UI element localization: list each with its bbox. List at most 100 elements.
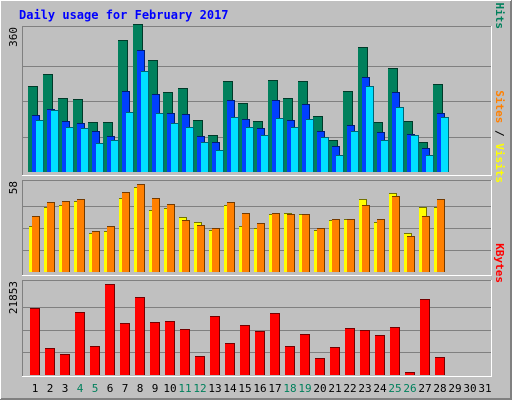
- bar-shadow-top: [270, 313, 280, 314]
- x-tick-label-day-15: 15: [238, 382, 251, 395]
- bar-shadow-top: [195, 356, 205, 357]
- bar-shadow-right: [178, 123, 179, 172]
- bar-fill: [437, 199, 445, 272]
- bar-fill: [180, 329, 190, 375]
- bar-shadow-top: [276, 118, 284, 119]
- x-tick-label-day-8: 8: [137, 382, 144, 395]
- x-tick-label-day-26: 26: [403, 382, 416, 395]
- bar-kbytes-day-25: [390, 327, 400, 375]
- bar-shadow-top: [390, 327, 400, 328]
- bar-shadow-right: [373, 86, 374, 172]
- bar-shadow-right: [163, 113, 164, 172]
- bar-shadow-top: [36, 120, 44, 121]
- bar-fill: [60, 354, 70, 375]
- bar-fill: [212, 228, 220, 272]
- bar-shadow-top: [419, 207, 427, 208]
- bar-fill: [336, 155, 344, 172]
- bar-kbytes-day-12: [195, 356, 205, 375]
- bar-sites-day-25: [392, 196, 400, 272]
- x-axis-labels: 1 2 3 4 5 6 7 8 9 10 11 12 13 14 15 16 17 18 19 20 21 22 23 24 2…: [32, 382, 492, 395]
- bar-shadow-top: [137, 50, 145, 51]
- bar-fill: [435, 357, 445, 375]
- bar-shadow-right: [444, 199, 445, 272]
- bar-shadow-top: [422, 148, 430, 149]
- bar-shadow-right: [69, 201, 70, 272]
- bar-pages-day-11: [186, 127, 194, 172]
- bar-shadow-top: [362, 77, 370, 78]
- bar-shadow-right: [208, 142, 209, 172]
- bar-pages-day-19: [306, 119, 314, 172]
- bar-sites-day-1: [32, 216, 40, 272]
- bar-kbytes-day-6: [105, 284, 115, 375]
- bar-shadow-top: [284, 213, 292, 214]
- bar-pages-day-26: [411, 135, 419, 172]
- bar-shadow-right: [174, 321, 175, 375]
- bar-shadow-top: [300, 334, 310, 335]
- panel-hits-files-pages: 360 Pages / Files / Hits: [7, 0, 506, 176]
- bar-shadow-top: [88, 122, 98, 123]
- bar-fill: [186, 127, 194, 172]
- bar-shadow-top: [135, 297, 145, 298]
- bar-shadow-top: [178, 88, 188, 89]
- bar-fill: [381, 140, 389, 172]
- bar-fill: [420, 299, 430, 375]
- bar-shadow-right: [238, 117, 239, 172]
- bar-fill: [152, 198, 160, 272]
- y-axis-label-part: Hits: [493, 3, 506, 30]
- bar-fill: [377, 219, 385, 272]
- bar-shadow-right: [144, 184, 145, 272]
- panels-layer: 360 Pages / Files / Hits 58 Sites / Visits 2…: [7, 0, 506, 377]
- bar-fill: [257, 223, 265, 272]
- bar-fill: [321, 137, 329, 172]
- bar-sites-day-19: [302, 214, 310, 272]
- bar-sites-day-28: [437, 199, 445, 272]
- bar-shadow-top: [47, 109, 55, 110]
- bar-shadow-top: [171, 123, 179, 124]
- bar-fill: [111, 140, 119, 172]
- bar-shadow-top: [407, 236, 415, 237]
- bar-shadow-top: [32, 115, 40, 116]
- bar-shadow-top: [62, 121, 70, 122]
- bar-kbytes-day-5: [90, 346, 100, 375]
- bar-shadow-right: [399, 327, 400, 375]
- bar-kbytes-day-22: [345, 328, 355, 375]
- bar-sites-day-14: [227, 202, 235, 272]
- bar-shadow-right: [279, 313, 280, 375]
- x-tick-label-day-3: 3: [62, 382, 69, 395]
- bar-kbytes-day-4: [75, 312, 85, 375]
- bar-shadow-right: [219, 316, 220, 375]
- bar-pages-day-21: [336, 155, 344, 172]
- x-tick-label-day-25: 25: [388, 382, 401, 395]
- bar-fill: [150, 322, 160, 375]
- bar-shadow-top: [197, 136, 205, 137]
- bar-sites-day-12: [197, 225, 205, 272]
- bar-shadow-right: [103, 143, 104, 172]
- bar-shadow-top: [242, 213, 250, 214]
- bar-fill: [317, 228, 325, 272]
- bar-pages-day-8: [141, 71, 149, 172]
- bar-shadow-top: [150, 322, 160, 323]
- bar-shadow-right: [403, 107, 404, 172]
- bar-shadow-top: [298, 81, 308, 82]
- bar-shadow-top: [389, 193, 397, 194]
- bar-fill: [32, 216, 40, 272]
- bar-shadow-top: [345, 328, 355, 329]
- bar-shadow-top: [366, 86, 374, 87]
- bar-shadow-top: [302, 214, 310, 215]
- bar-sites-day-24: [377, 219, 385, 272]
- bar-shadow-top: [225, 343, 235, 344]
- bar-pages-day-7: [126, 112, 134, 172]
- bar-kbytes-day-21: [330, 347, 340, 375]
- bar-pages-day-13: [216, 150, 224, 172]
- bar-shadow-top: [96, 143, 104, 144]
- bar-sites-day-27: [422, 216, 430, 272]
- y-axis-label-part: Sites: [493, 90, 506, 123]
- bar-fill: [210, 316, 220, 375]
- bar-shadow-top: [156, 113, 164, 114]
- bar-shadow-right: [58, 110, 59, 172]
- bar-shadow-right: [279, 213, 280, 272]
- bar-shadow-top: [90, 346, 100, 347]
- bar-shadow-right: [234, 343, 235, 375]
- bar-shadow-top: [426, 155, 434, 156]
